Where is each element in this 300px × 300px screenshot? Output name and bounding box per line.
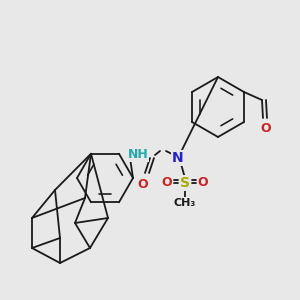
Text: O: O xyxy=(138,178,148,190)
Text: CH₃: CH₃ xyxy=(174,198,196,208)
Text: S: S xyxy=(180,176,190,190)
Text: O: O xyxy=(162,176,172,190)
Text: N: N xyxy=(172,151,184,165)
Text: O: O xyxy=(261,122,271,134)
Text: NH: NH xyxy=(128,148,148,161)
Text: O: O xyxy=(198,176,208,190)
